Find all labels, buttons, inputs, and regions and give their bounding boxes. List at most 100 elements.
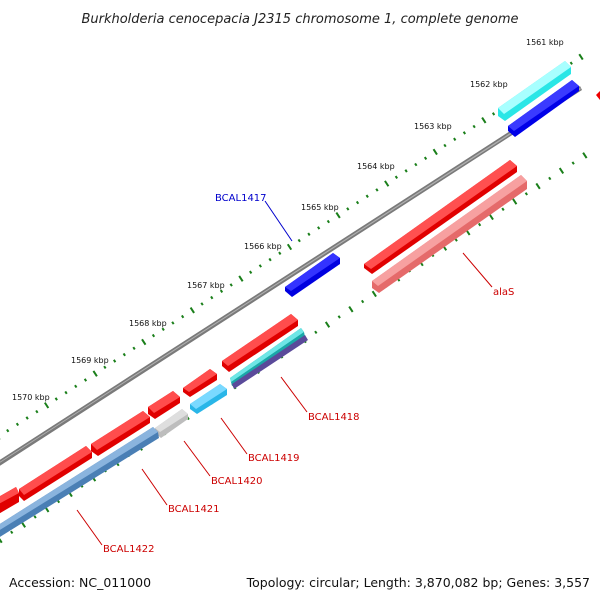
ruler-tick xyxy=(355,200,360,205)
inner-tick xyxy=(314,330,318,335)
ruler-tick xyxy=(404,169,408,173)
inner-tick xyxy=(548,176,552,181)
ruler-tick xyxy=(481,116,487,124)
ruler-tick xyxy=(219,289,224,293)
inner-tick xyxy=(477,222,482,227)
kbp-label: 1565 kbp xyxy=(301,203,339,212)
bcal1420-cds-shine xyxy=(148,391,180,413)
accession-label: Accession: NC_011000 xyxy=(9,575,152,590)
ruler-tick xyxy=(64,390,68,395)
ruler-tick xyxy=(122,352,126,357)
ruler-tick xyxy=(92,370,98,377)
inner-tick xyxy=(371,290,377,298)
kbp-label: 1562 kbp xyxy=(470,80,508,89)
ruler-tick xyxy=(569,61,573,65)
ruler-tick xyxy=(278,251,282,255)
inner-tick xyxy=(337,315,341,319)
ruler-tick xyxy=(258,264,262,268)
genome-summary: Topology: circular; Length: 3,870,082 bp… xyxy=(246,575,590,590)
ruler-tick xyxy=(453,137,457,141)
gene-label-bcal1422[interactable]: BCAL1422 xyxy=(103,544,155,555)
ruler-tick xyxy=(189,307,195,314)
gene-label-bcal1419[interactable]: BCAL1419 xyxy=(248,453,300,464)
ruler-tick xyxy=(249,270,253,274)
bcal1422-cds-shine xyxy=(19,446,92,495)
inner-tick xyxy=(558,167,565,174)
ruler-tick xyxy=(286,243,293,251)
ruler-tick xyxy=(161,327,165,332)
ruler-tick xyxy=(472,124,476,129)
ruler-tick xyxy=(365,194,369,198)
ruler-tick xyxy=(423,156,428,160)
ruler-tick xyxy=(238,275,244,282)
alaS-cds-shine xyxy=(364,160,517,269)
ruler-tick xyxy=(384,180,390,187)
ruler-tick xyxy=(268,257,272,262)
ruler-tick xyxy=(307,232,311,236)
alaS-gene-shine xyxy=(372,175,527,286)
cds-feature[interactable] xyxy=(596,91,600,100)
ruler-tick xyxy=(443,143,447,148)
bcal1418-gene[interactable] xyxy=(232,335,308,389)
ruler-tick xyxy=(414,162,418,167)
bcal1418-cds-shine xyxy=(222,314,298,366)
genome-backbone-shine xyxy=(0,88,581,463)
inner-tick xyxy=(454,238,458,242)
outer-tick-row xyxy=(0,53,584,440)
ruler-tick xyxy=(15,422,20,427)
ruler-tick xyxy=(335,212,341,219)
ruler-tick xyxy=(326,219,330,224)
ruler-tick xyxy=(151,333,156,338)
gene-label-alas[interactable]: alaS xyxy=(493,287,514,298)
gene-label-bcal1421[interactable]: BCAL1421 xyxy=(168,504,220,515)
gene-label-bcal1417[interactable]: BCAL1417 xyxy=(215,193,267,204)
ruler-tick xyxy=(346,207,350,211)
inner-tick xyxy=(582,152,588,159)
kbp-label: 1566 kbp xyxy=(244,242,282,251)
gene-label-bcal1418[interactable]: BCAL1418 xyxy=(308,412,360,423)
ruler-tick xyxy=(229,283,233,287)
ruler-tick xyxy=(375,188,379,192)
ruler-tick xyxy=(74,384,78,389)
bcal1421-cds-shine xyxy=(91,411,150,450)
ruler-tick xyxy=(83,378,88,382)
ruler-tick xyxy=(113,359,117,363)
bcal1419-cds-shine xyxy=(183,369,217,392)
cds-feature-shine xyxy=(0,487,19,504)
inner-tick xyxy=(10,530,14,535)
bcal1418-rna-shine xyxy=(230,328,304,382)
ruler-tick xyxy=(6,428,10,433)
inner-tick xyxy=(535,182,541,190)
bcal1421-gene-shine xyxy=(0,427,158,530)
ruler-tick xyxy=(210,295,214,300)
kbp-labels: 1561 kbp 1562 kbp 1563 kbp 1564 kbp 1565… xyxy=(12,38,564,402)
kbp-label: 1567 kbp xyxy=(187,281,225,290)
inner-tick xyxy=(488,213,494,221)
inner-tick xyxy=(0,538,3,544)
gene-label-bcal1420[interactable]: BCAL1420 xyxy=(211,476,263,487)
ruler-tick xyxy=(317,226,321,230)
bcal1420-gene-shine xyxy=(155,409,188,432)
ruler-tick xyxy=(200,302,204,306)
ruler-tick xyxy=(54,397,58,401)
leader-lines xyxy=(76,200,493,546)
inner-tick xyxy=(33,515,37,519)
inner-tick xyxy=(361,299,365,304)
ruler-tick xyxy=(25,416,29,420)
ruler-tick xyxy=(132,346,136,351)
map-title: Burkholderia cenocepacia J2315 chromosom… xyxy=(81,12,518,27)
bcal1419-rna-shine xyxy=(190,384,227,409)
ruler-tick xyxy=(462,131,467,135)
bcal1417-gene-shine xyxy=(285,253,340,291)
ruler-tick xyxy=(181,314,185,319)
kbp-label: 1569 kbp xyxy=(71,356,109,365)
ruler-tick xyxy=(43,402,50,409)
kbp-label: 1568 kbp xyxy=(129,319,167,328)
rna-feature-shine xyxy=(498,61,571,114)
ruler-tick xyxy=(141,338,147,346)
inner-tick xyxy=(501,207,505,211)
ruler-tick xyxy=(394,175,398,179)
kbp-label: 1564 kbp xyxy=(357,162,395,171)
inner-tick xyxy=(324,321,331,328)
